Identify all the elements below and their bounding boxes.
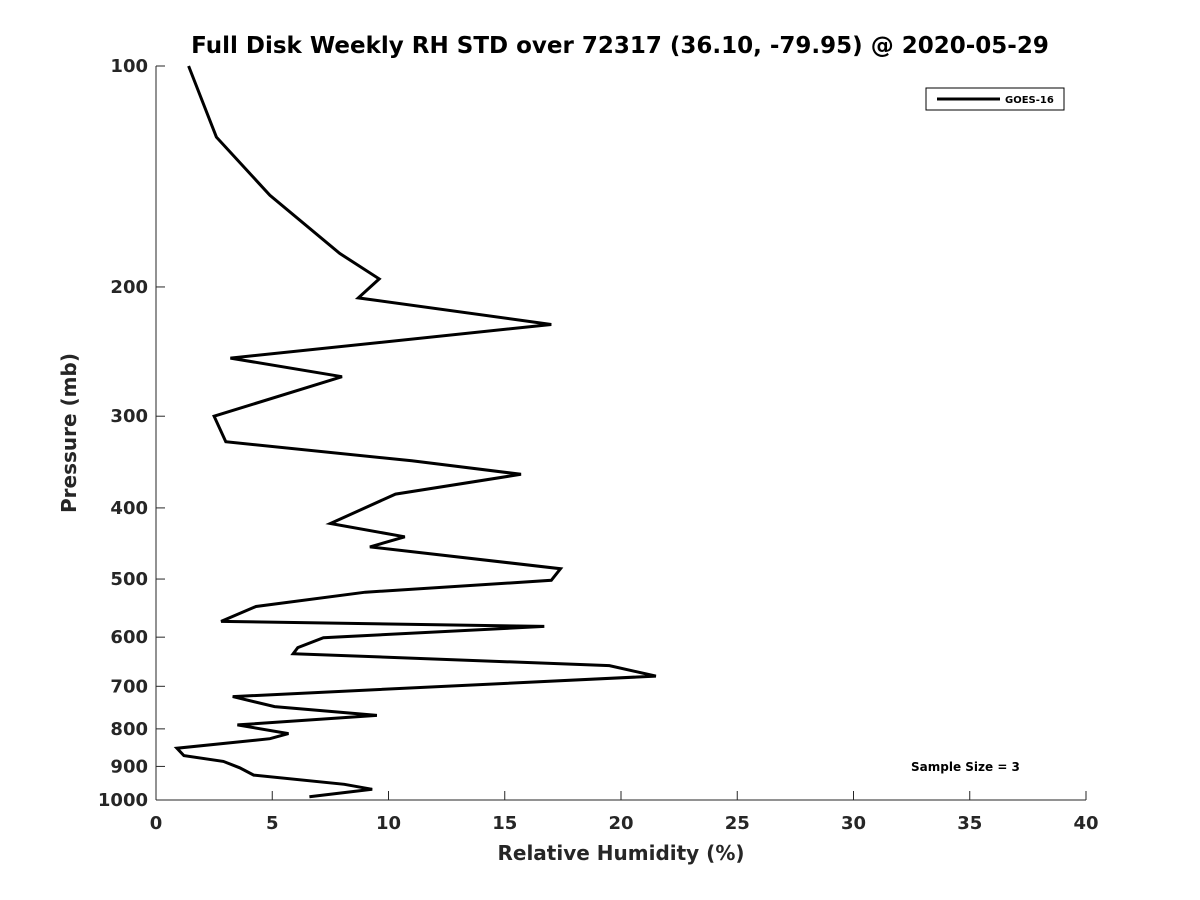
y-tick-label: 100 xyxy=(110,56,148,77)
sample-size-annotation: Sample Size = 3 xyxy=(911,760,1020,774)
legend: GOES-16 xyxy=(925,87,1065,111)
plot-axes xyxy=(155,66,1086,801)
x-tick-label: 15 xyxy=(492,813,517,834)
x-tick-label: 35 xyxy=(957,813,982,834)
legend-entry-goes-16: GOES-16 xyxy=(1005,95,1054,106)
x-axis-ticks: 0 5 10 15 20 25 30 35 40 xyxy=(150,791,1099,834)
x-tick-label: 10 xyxy=(376,813,401,834)
x-axis-label: Relative Humidity (%) xyxy=(497,841,744,865)
x-tick-label: 30 xyxy=(841,813,866,834)
y-axis-label: Pressure (mb) xyxy=(57,353,81,513)
y-tick-label: 600 xyxy=(110,627,148,648)
y-tick-label: 1000 xyxy=(98,790,148,811)
y-tick-label: 500 xyxy=(110,569,148,590)
x-tick-label: 20 xyxy=(608,813,633,834)
x-tick-label: 25 xyxy=(725,813,750,834)
x-tick-label: 5 xyxy=(266,813,279,834)
y-tick-label: 400 xyxy=(110,498,148,519)
x-tick-label: 40 xyxy=(1073,813,1098,834)
y-axis-ticks: 100 200 300 400 500 600 700 800 900 1000 xyxy=(98,56,165,811)
y-tick-label: 900 xyxy=(110,756,148,777)
y-tick-label: 300 xyxy=(110,406,148,427)
x-tick-label: 0 xyxy=(150,813,163,834)
series-line-goes-16 xyxy=(173,65,657,799)
chart-title: Full Disk Weekly RH STD over 72317 (36.1… xyxy=(191,33,1049,59)
series-group xyxy=(173,65,657,799)
y-tick-label: 800 xyxy=(110,719,148,740)
y-tick-label: 700 xyxy=(110,676,148,697)
y-tick-label: 200 xyxy=(110,277,148,298)
